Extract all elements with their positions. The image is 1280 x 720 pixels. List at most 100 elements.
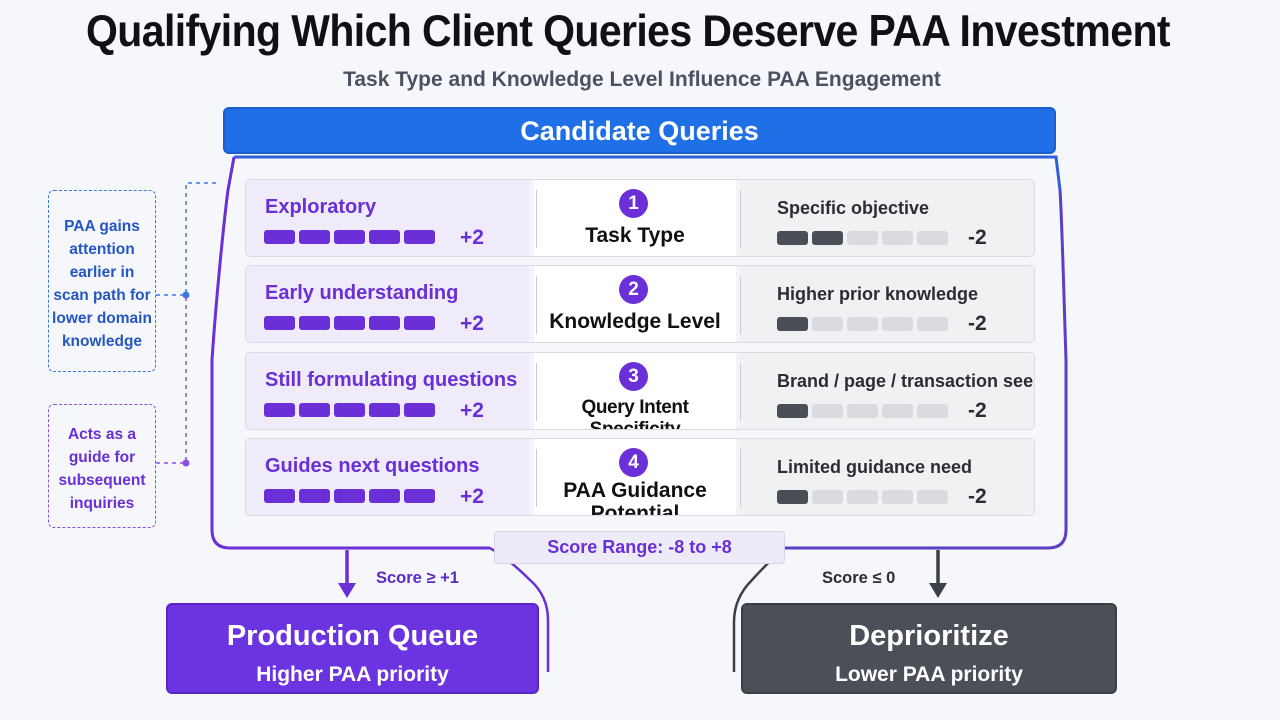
score-segment — [264, 316, 295, 330]
score-range: Score Range: -8 to +8 — [494, 531, 785, 564]
score-segment — [882, 317, 913, 331]
note-guide: Acts as a guide for subsequent inquiries — [48, 404, 156, 528]
criterion-label: Knowledge Level — [549, 310, 721, 333]
favorable-label: Early understanding — [265, 282, 459, 304]
score-segment — [404, 230, 435, 244]
score-segment — [404, 316, 435, 330]
score-segment — [882, 231, 913, 245]
favorable-label: Exploratory — [265, 196, 377, 218]
score-segment — [299, 403, 330, 417]
unfavorable-score: -2 — [968, 312, 987, 335]
score-segment — [777, 490, 808, 504]
score-segment — [812, 490, 843, 504]
score-segment — [334, 230, 365, 244]
favorable-score-bar — [264, 403, 439, 418]
score-segment — [917, 317, 948, 331]
divider — [536, 363, 537, 421]
score-segment — [264, 489, 295, 503]
favorable-score: +2 — [460, 485, 484, 508]
score-segment — [847, 404, 878, 418]
criterion-number: 1 — [619, 189, 648, 218]
criterion-label: Task Type — [585, 224, 685, 247]
criterion-label: Query Intent Specificity — [581, 397, 689, 430]
favorable-score-bar — [264, 489, 439, 504]
score-segment — [264, 403, 295, 417]
score-segment — [404, 489, 435, 503]
criterion-row: Guides next questions +2 4 PAA Guidance Pote… — [245, 438, 1035, 516]
note-line: PAA gains — [64, 218, 140, 235]
production-title: Production Queue — [226, 620, 479, 652]
divider — [536, 276, 537, 334]
note-line: knowledge — [61, 333, 143, 350]
criterion-label: Potential — [590, 502, 680, 516]
criterion-number: 3 — [619, 362, 648, 391]
score-segment — [917, 404, 948, 418]
divider — [740, 449, 741, 507]
unfavorable-score: -2 — [968, 399, 987, 422]
score-segment — [917, 231, 948, 245]
funnel-frame — [210, 156, 490, 550]
criterion-label: PAA Guidance — [563, 479, 707, 502]
deprioritize-subtitle: Lower PAA priority — [835, 663, 1023, 686]
score-segment — [264, 230, 295, 244]
criterion-number: 4 — [619, 448, 648, 477]
note-line: Acts as a — [67, 426, 137, 443]
score-segment — [917, 490, 948, 504]
score-segment — [882, 404, 913, 418]
score-segment — [777, 317, 808, 331]
unfavorable-label: Specific objective — [777, 198, 930, 218]
score-segment — [369, 489, 400, 503]
score-segment — [369, 230, 400, 244]
deprioritize-box: Deprioritize Lower PAA priority — [741, 603, 1117, 694]
score-segment — [882, 490, 913, 504]
score-segment — [369, 403, 400, 417]
unfavorable-label: Brand / page / transaction seeking — [777, 371, 1034, 391]
note-line: earlier in — [69, 264, 135, 281]
unfavorable-label: Limited guidance need — [777, 457, 973, 477]
funnel-frame-blue — [234, 155, 1062, 191]
divider — [740, 276, 741, 334]
deprioritize-title: Deprioritize — [849, 620, 1009, 652]
unfavorable-score: -2 — [968, 485, 987, 508]
score-segment — [777, 231, 808, 245]
note-line: attention — [69, 241, 135, 258]
favorable-label: Still formulating questions — [265, 369, 518, 391]
score-segment — [369, 316, 400, 330]
score-segment — [299, 316, 330, 330]
score-segment — [847, 490, 878, 504]
production-condition: Score ≥ +1 — [376, 569, 459, 587]
score-segment — [334, 403, 365, 417]
unfavorable-score-bar — [777, 490, 952, 508]
score-segment — [299, 230, 330, 244]
unfavorable-score-bar — [777, 317, 952, 335]
funnel-frame-right — [785, 189, 1068, 550]
favorable-score: +2 — [460, 312, 484, 335]
unfavorable-label: Higher prior knowledge — [777, 284, 979, 304]
score-segment — [299, 489, 330, 503]
divider — [740, 363, 741, 421]
page-subtitle: Task Type and Knowledge Level Influence … — [343, 68, 941, 91]
unfavorable-score: -2 — [968, 226, 987, 249]
unfavorable-score-bar — [777, 231, 952, 249]
criterion-row: Still formulating questions +2 3 Query Inte… — [245, 352, 1035, 430]
criterion-row: Early understanding +2 2 Knowledge Level Hig… — [245, 265, 1035, 343]
score-segment — [847, 317, 878, 331]
deprioritize-condition: Score ≤ 0 — [822, 569, 896, 587]
favorable-score: +2 — [460, 226, 484, 249]
unfavorable-score-bar — [777, 404, 952, 422]
note-line: subsequent — [58, 472, 146, 489]
favorable-score-bar — [264, 230, 439, 245]
divider — [536, 449, 537, 507]
favorable-score-bar — [264, 316, 439, 331]
favorable-score: +2 — [460, 399, 484, 422]
score-segment — [404, 403, 435, 417]
criterion-number: 2 — [619, 275, 648, 304]
note-scan-path: PAA gains attention earlier in scan path… — [48, 190, 156, 372]
score-segment — [812, 404, 843, 418]
page-title: Qualifying Which Client Queries Deserve … — [86, 6, 1171, 56]
score-segment — [812, 231, 843, 245]
score-segment — [777, 404, 808, 418]
favorable-label: Guides next questions — [265, 455, 480, 477]
score-segment — [334, 316, 365, 330]
